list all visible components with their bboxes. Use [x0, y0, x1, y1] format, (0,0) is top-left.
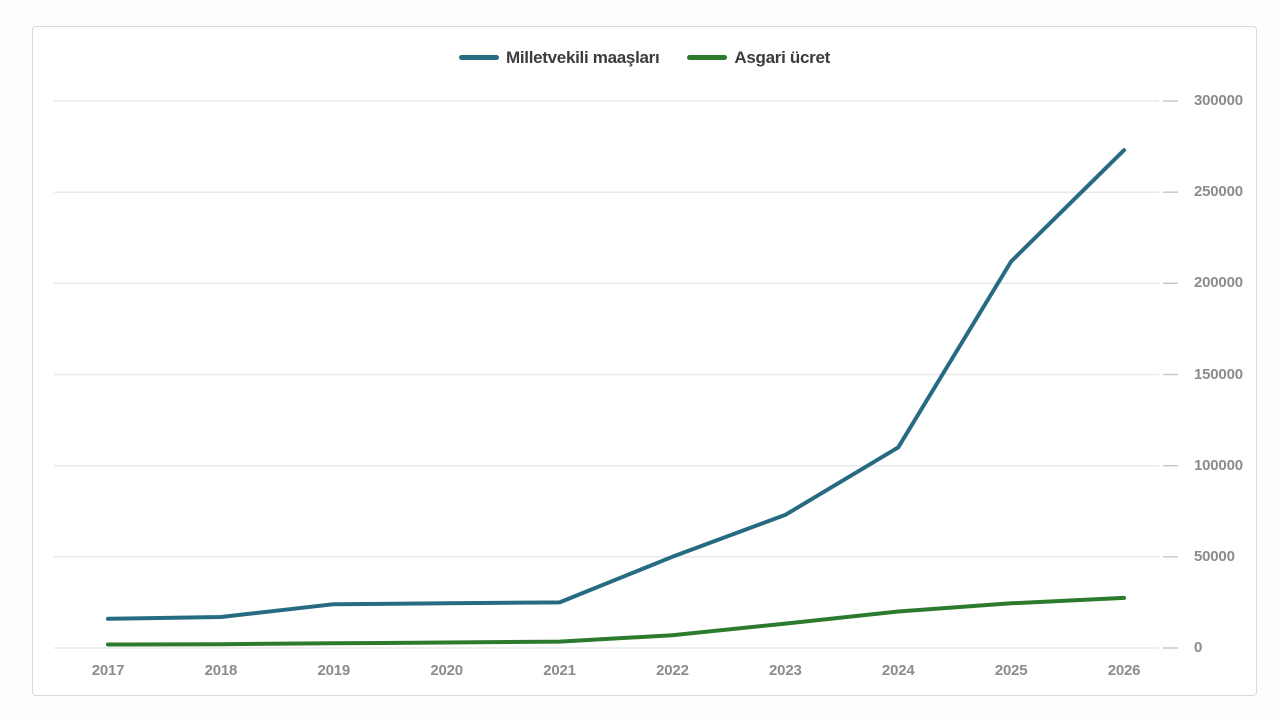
- y-axis-tick-label: 50000: [1194, 547, 1235, 565]
- y-axis-tick-label: 150000: [1194, 365, 1243, 383]
- y-axis-tick-label: 300000: [1194, 92, 1243, 109]
- y-axis-tick-label: 200000: [1194, 274, 1243, 292]
- chart-legend: Milletvekili maaşları Asgari ücret: [33, 49, 1256, 66]
- legend-line-swatch-green: [687, 55, 728, 60]
- x-axis-tick-label: 2023: [769, 662, 802, 679]
- series-line-1: [106, 595, 1126, 647]
- y-axis-tick-label: 250000: [1194, 183, 1243, 201]
- series-line-0: [106, 148, 1126, 621]
- x-axis-tick-label: 2021: [543, 662, 576, 679]
- x-axis-tick-label: 2019: [317, 662, 351, 679]
- x-axis-tick-label: 2022: [656, 662, 689, 679]
- x-axis-tick-label: 2026: [1107, 662, 1141, 679]
- legend-label: Milletvekili maaşları: [505, 48, 660, 67]
- legend-item-milletvekili-maaslari: Milletvekili maaşları: [458, 48, 660, 67]
- line-chart: [54, 100, 1178, 649]
- y-axis-tick-label: 100000: [1194, 456, 1243, 474]
- legend-line-swatch-blue: [458, 55, 499, 60]
- y-axis-tick-label: 0: [1194, 639, 1203, 656]
- x-axis-tick-label: 2025: [994, 662, 1028, 679]
- legend-label: Asgari ücret: [734, 48, 830, 67]
- x-axis-tick-label: 2018: [204, 662, 238, 679]
- x-axis-tick-label: 2024: [881, 662, 915, 679]
- legend-item-asgari-ucret: Asgari ücret: [687, 49, 830, 66]
- chart-card: Milletvekili maaşları Asgari ücret 0 5000…: [32, 26, 1257, 696]
- x-axis-tick-label: 2020: [430, 662, 463, 679]
- x-axis-tick-label: 2017: [91, 662, 125, 679]
